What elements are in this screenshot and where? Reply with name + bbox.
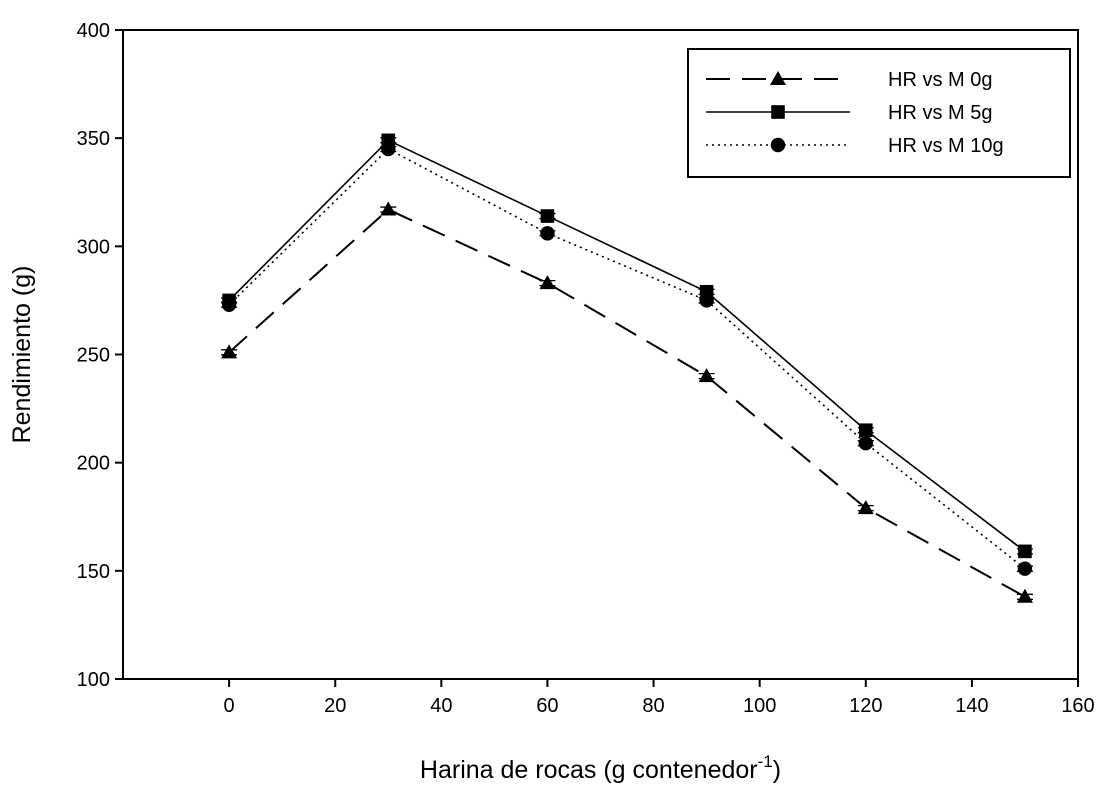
legend-label: HR vs M 10g	[888, 135, 1004, 157]
y-tick-label: 400	[77, 20, 110, 42]
plot-frame	[122, 29, 1079, 680]
triangle-marker	[770, 71, 786, 85]
y-axis-title: Rendimiento (g)	[8, 266, 36, 444]
x-axis-title-end: )	[773, 756, 781, 784]
circle-marker	[1017, 561, 1033, 576]
series-triangle	[221, 201, 1033, 603]
circle-marker	[699, 293, 714, 308]
x-axis-title: Harina de rocas (g contenedor-1)	[420, 752, 781, 784]
y-tick-label: 250	[77, 345, 110, 367]
triangle-marker	[221, 344, 238, 359]
series-layer	[221, 133, 1033, 603]
triangle-marker	[857, 500, 874, 515]
circle-marker	[221, 297, 237, 312]
x-tick-label: 160	[1061, 695, 1094, 717]
legend-label: HR vs M 0g	[888, 69, 992, 91]
legend-item: HR vs M 10g	[706, 135, 1004, 157]
series-line	[228, 139, 1026, 552]
series-circle	[221, 141, 1033, 576]
x-tick-label: 20	[324, 695, 346, 717]
x-axis-title-main: Harina de rocas (g contenedor	[420, 756, 758, 784]
x-axis-title-sup: -1	[758, 752, 773, 771]
circle-marker	[540, 226, 555, 241]
circle-marker	[381, 141, 396, 157]
legend-item: HR vs M 5g	[706, 102, 992, 124]
legend-item: HR vs M 0g	[706, 69, 992, 91]
square-marker	[1018, 544, 1032, 559]
square-marker	[771, 105, 785, 119]
square-marker	[540, 209, 555, 223]
square-marker	[858, 423, 873, 438]
triangle-marker	[698, 368, 715, 383]
x-tick-label: 0	[224, 695, 235, 717]
x-tick-label: 140	[955, 695, 988, 717]
triangle-marker	[539, 275, 556, 290]
x-tick-label: 80	[642, 695, 664, 717]
legend-label: HR vs M 5g	[888, 102, 992, 124]
x-tick-label: 40	[430, 695, 452, 717]
triangle-marker	[380, 201, 397, 216]
x-tick-label: 120	[849, 695, 882, 717]
circle-marker	[858, 435, 873, 451]
legend: HR vs M 0g HR vs M 5g HR vs M 10g	[687, 48, 1071, 178]
series-line	[228, 148, 1026, 570]
y-tick-label: 350	[77, 128, 110, 150]
triangle-marker	[1016, 588, 1033, 603]
legend-box	[687, 48, 1071, 178]
x-tick-label: 60	[536, 695, 558, 717]
y-tick-label: 100	[77, 669, 110, 691]
y-tick-label: 200	[77, 453, 110, 475]
series-line	[228, 208, 1026, 598]
circle-marker	[770, 137, 786, 153]
x-tick-label: 100	[743, 695, 776, 717]
series-square	[221, 133, 1033, 559]
y-tick-label: 150	[77, 561, 110, 583]
y-tick-label: 300	[77, 236, 110, 258]
ticks-layer: 0 20 40 60 80 100 120 140 160 100 150 200 250 300 350 4…	[77, 20, 1095, 717]
